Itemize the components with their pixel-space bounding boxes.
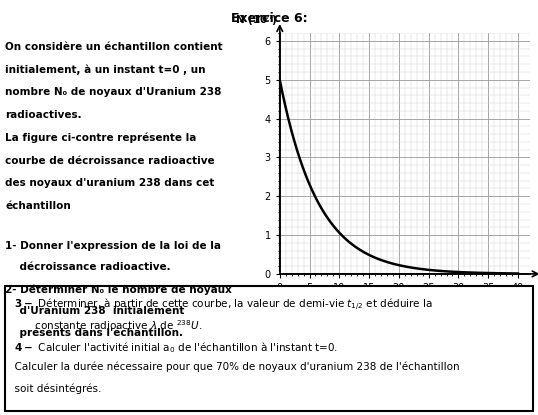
Text: On considère un échantillon contient: On considère un échantillon contient xyxy=(5,42,223,51)
Text: $\bf{4-}$ Calculer l'activité initial a$_0$ de l'échantillon à l'instant t=0.: $\bf{4-}$ Calculer l'activité initial a$… xyxy=(8,340,338,355)
Text: Exercice 6:: Exercice 6: xyxy=(231,12,307,25)
Text: nombre N₀ de noyaux d'Uranium 238: nombre N₀ de noyaux d'Uranium 238 xyxy=(5,87,222,97)
Text: courbe de décroissance radioactive: courbe de décroissance radioactive xyxy=(5,156,215,166)
Text: décroissance radioactive.: décroissance radioactive. xyxy=(5,262,171,272)
Text: Calculer la durée nécessaire pour que 70% de noyaux d'uranium 238 de l'échantill: Calculer la durée nécessaire pour que 70… xyxy=(8,361,459,372)
Text: $\bf{3-}$ Déterminer, à partir de cette courbe, la valeur de demi-vie $t_{1/2}$ : $\bf{3-}$ Déterminer, à partir de cette … xyxy=(8,297,433,313)
Text: 2- Déterminer N₀ le nombre de noyaux: 2- Déterminer N₀ le nombre de noyaux xyxy=(5,284,232,295)
Text: échantillon: échantillon xyxy=(5,201,71,211)
Text: initialement, à un instant t=0 , un: initialement, à un instant t=0 , un xyxy=(5,64,206,75)
Text: présents dans l'échantillon.: présents dans l'échantillon. xyxy=(5,327,183,338)
Text: 1- Donner l'expression de la loi de la: 1- Donner l'expression de la loi de la xyxy=(5,241,221,251)
Text: constante radioactive $\lambda$ de $^{238}U$.: constante radioactive $\lambda$ de $^{23… xyxy=(8,318,202,332)
Text: La figure ci-contre représente la: La figure ci-contre représente la xyxy=(5,133,197,143)
Text: N (10$^{n}$): N (10$^{n}$) xyxy=(235,14,277,28)
Text: des noyaux d'uranium 238 dans cet: des noyaux d'uranium 238 dans cet xyxy=(5,178,215,188)
Text: radioactives.: radioactives. xyxy=(5,110,82,120)
Text: d'Uranium 238  initialement: d'Uranium 238 initialement xyxy=(5,306,185,316)
Text: soit désintégrés.: soit désintégrés. xyxy=(8,383,102,393)
